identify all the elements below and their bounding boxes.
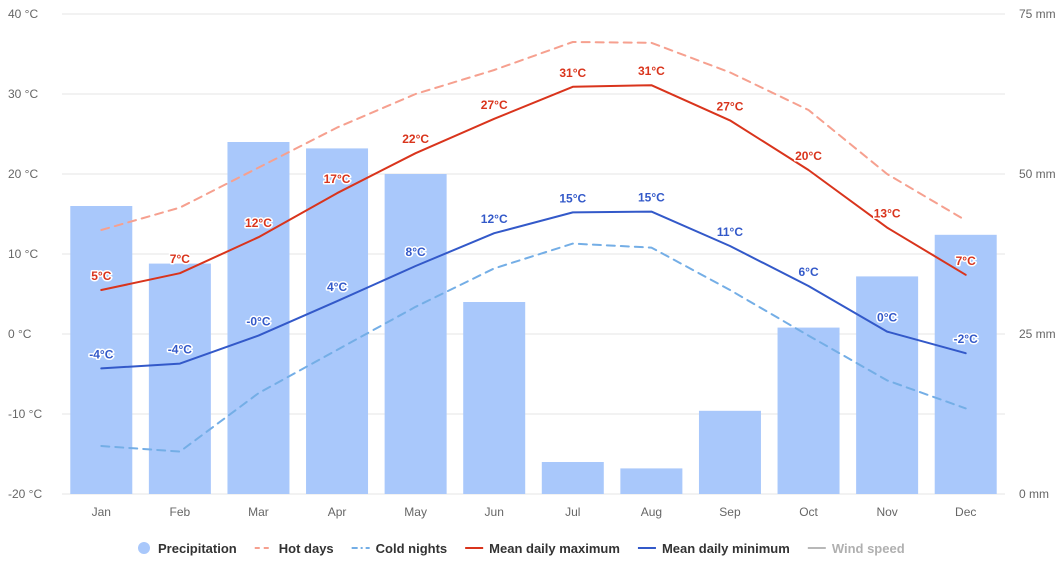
- legend-item: Wind speed: [807, 541, 905, 556]
- mean-daily-minimum-line: [100, 210, 967, 370]
- month-label: Aug: [641, 505, 662, 519]
- min-data-label: -0°C: [246, 315, 270, 329]
- cold-nights-line: [100, 242, 967, 453]
- left-tick-label: -20 °C: [8, 487, 42, 501]
- min-data-label: -2°C: [954, 332, 978, 346]
- month-label: Feb: [170, 505, 191, 519]
- month-label: Dec: [955, 505, 976, 519]
- max-data-label: 5°C: [91, 269, 111, 283]
- max-data-label: 22°C: [402, 132, 429, 146]
- left-tick-label: 10 °C: [8, 247, 38, 261]
- month-label: Jun: [485, 505, 504, 519]
- precipitation-bars: [70, 142, 997, 495]
- precipitation-bar: [227, 142, 290, 494]
- legend-item: Precipitation: [138, 541, 237, 556]
- month-label: Sep: [719, 505, 741, 519]
- legend-label: Mean daily minimum: [662, 541, 790, 556]
- left-tick-label: 0 °C: [8, 327, 32, 341]
- max-data-label: 31°C: [559, 66, 586, 80]
- left-tick-label: 20 °C: [8, 167, 38, 181]
- right-tick-label: 50 mm: [1019, 167, 1056, 181]
- precipitation-bar: [934, 234, 997, 495]
- precipitation-bar: [306, 148, 369, 494]
- max-data-label: 13°C: [874, 207, 901, 221]
- legend-item: Mean daily maximum: [465, 541, 620, 556]
- x-axis: Jan Feb Mar Apr May Jun Jul Aug Sep Oct Nov Dec: [92, 505, 977, 519]
- min-data-label: 8°C: [406, 245, 426, 259]
- month-label: May: [404, 505, 427, 519]
- min-data-label: 6°C: [798, 265, 818, 279]
- legend: Precipitation Hot days Cold nights Mean dai…: [138, 541, 905, 556]
- left-tick-label: 30 °C: [8, 87, 38, 101]
- max-data-label: 7°C: [170, 252, 190, 266]
- max-data-label: 20°C: [795, 149, 822, 163]
- precipitation-bar: [384, 174, 447, 494]
- month-label: Nov: [876, 505, 897, 519]
- legend-label: Mean daily maximum: [489, 541, 620, 556]
- mean-daily-maximum-line: [100, 84, 967, 291]
- legend-label: Precipitation: [158, 541, 237, 556]
- legend-item: Hot days: [254, 541, 334, 556]
- hot-days-line: [100, 41, 967, 231]
- min-data-label: -4°C: [168, 343, 192, 357]
- precipitation-bar: [463, 302, 526, 494]
- max-data-label: 27°C: [481, 98, 508, 112]
- month-label: Apr: [328, 505, 347, 519]
- legend-label: Cold nights: [376, 541, 448, 556]
- max-data-label: 27°C: [717, 99, 744, 113]
- max-data-label: 12°C: [245, 216, 272, 230]
- left-tick-label: 40 °C: [8, 7, 38, 21]
- right-axis: 75 mm 50 mm 25 mm 0 mm: [1019, 7, 1056, 501]
- min-data-label: 0°C: [877, 311, 897, 325]
- grid-lines: [62, 13, 1005, 495]
- precipitation-bar: [698, 410, 761, 494]
- min-data-label: 15°C: [559, 191, 586, 205]
- max-data-label: 17°C: [324, 172, 351, 186]
- legend-item: Cold nights: [351, 541, 448, 556]
- left-axis: 40 °C 30 °C 20 °C 10 °C 0 °C -10 °C -20 °C: [8, 7, 42, 501]
- legend-item: Mean daily minimum: [637, 541, 790, 556]
- min-data-label: -4°C: [89, 347, 113, 361]
- precipitation-bar: [856, 276, 919, 494]
- min-data-label: 11°C: [717, 225, 743, 239]
- min-data-label: 12°C: [481, 212, 508, 226]
- legend-symbol: [138, 542, 150, 554]
- data-labels: 5°C 7°C 12°C 17°C 22°C 27°C 31°C 31°C 27°C 20°C 13…: [88, 63, 980, 363]
- max-data-label: 31°C: [638, 64, 665, 78]
- month-label: Jul: [565, 505, 580, 519]
- right-tick-label: 75 mm: [1019, 7, 1056, 21]
- max-data-label: 7°C: [956, 254, 976, 268]
- precipitation-bar: [148, 263, 211, 494]
- precipitation-bar: [620, 468, 683, 494]
- legend-label: Wind speed: [832, 541, 905, 556]
- month-label: Oct: [799, 505, 818, 519]
- min-data-label: 15°C: [638, 191, 665, 205]
- right-tick-label: 0 mm: [1019, 487, 1049, 501]
- precipitation-bar: [541, 462, 604, 494]
- month-label: Mar: [248, 505, 269, 519]
- right-tick-label: 25 mm: [1019, 327, 1056, 341]
- legend-label: Hot days: [279, 541, 334, 556]
- precipitation-bar: [777, 327, 840, 494]
- left-tick-label: -10 °C: [8, 407, 42, 421]
- min-data-label: 4°C: [327, 280, 347, 294]
- month-label: Jan: [92, 505, 111, 519]
- temperature-lines: [100, 41, 967, 453]
